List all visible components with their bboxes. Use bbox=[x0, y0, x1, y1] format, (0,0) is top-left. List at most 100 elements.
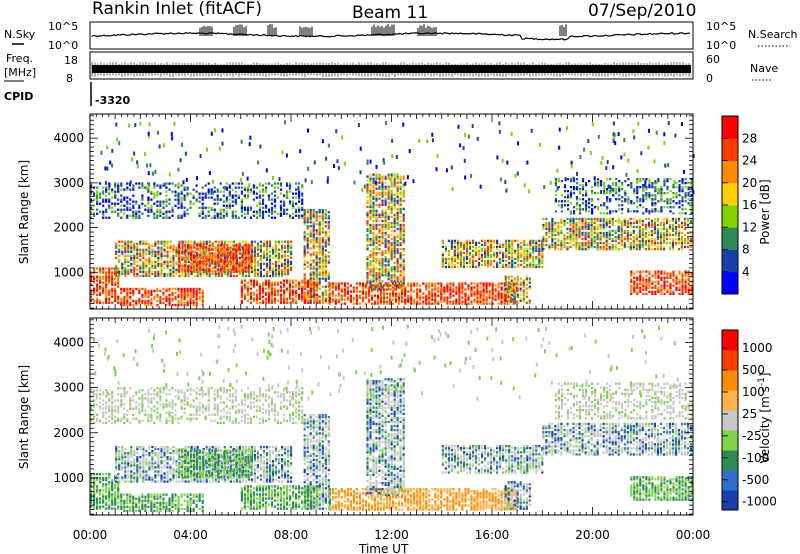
heatmap-cell bbox=[599, 245, 602, 249]
heatmap-cell bbox=[142, 268, 145, 271]
heatmap-cell bbox=[274, 242, 278, 245]
heatmap-cell bbox=[96, 279, 99, 282]
heatmap-cell bbox=[199, 252, 202, 255]
heatmap-cell bbox=[581, 231, 584, 235]
heatmap-cell bbox=[462, 257, 466, 261]
heatmap-cell bbox=[268, 260, 272, 263]
heatmap-cell bbox=[309, 239, 312, 242]
heatmap-cell bbox=[246, 212, 249, 215]
heatmap-cell bbox=[563, 190, 567, 193]
heatmap-cell bbox=[393, 185, 396, 188]
heatmap-cell bbox=[202, 256, 205, 259]
heatmap-cell bbox=[186, 186, 189, 189]
heatmap-cell bbox=[690, 274, 693, 277]
heatmap-cell bbox=[268, 256, 272, 259]
heatmap-cell bbox=[566, 196, 570, 199]
heatmap-cell bbox=[165, 295, 168, 299]
heatmap-cell bbox=[321, 237, 324, 240]
heatmap-cell bbox=[217, 246, 220, 249]
heatmap-cell bbox=[246, 186, 249, 189]
heatmap-cell bbox=[650, 223, 653, 227]
heatmap-cell bbox=[410, 300, 413, 303]
heatmap-cell bbox=[174, 184, 177, 187]
heatmap-cell bbox=[593, 227, 596, 231]
heatmap-cell bbox=[456, 243, 459, 246]
freq-panel-frame bbox=[89, 51, 694, 80]
heatmap-cell bbox=[190, 256, 193, 259]
heatmap-cell bbox=[118, 244, 121, 247]
heatmap-cell bbox=[177, 200, 180, 203]
heatmap-cell bbox=[205, 248, 208, 251]
heatmap-cell bbox=[163, 248, 166, 251]
heatmap-cell bbox=[450, 255, 453, 259]
heatmap-cell bbox=[575, 221, 578, 225]
heatmap-cell bbox=[195, 289, 198, 293]
heatmap-cell bbox=[398, 282, 401, 285]
heatmap-cell bbox=[231, 194, 234, 197]
heatmap-cell bbox=[318, 233, 321, 236]
heatmap-cell bbox=[669, 288, 672, 291]
heatmap-cell bbox=[196, 272, 199, 276]
heatmap-cell bbox=[133, 272, 136, 276]
heatmap-cell bbox=[484, 263, 487, 267]
heatmap-cell bbox=[250, 266, 253, 269]
heatmap-cell bbox=[207, 192, 210, 195]
heatmap-cell bbox=[502, 257, 505, 261]
heatmap-cell bbox=[551, 233, 554, 237]
heatmap-cell bbox=[318, 295, 321, 298]
heatmap-cell bbox=[431, 292, 434, 295]
heatmap-cell bbox=[396, 173, 399, 176]
heatmap-cell bbox=[238, 256, 241, 259]
heatmap-cell bbox=[402, 280, 405, 283]
heatmap-cell bbox=[651, 280, 654, 283]
heatmap-cell bbox=[148, 246, 151, 249]
heatmap-cell bbox=[201, 186, 204, 189]
heatmap-cell bbox=[462, 243, 466, 246]
heatmap-cell bbox=[615, 210, 618, 213]
heatmap-cell bbox=[303, 217, 306, 220]
heatmap-cell bbox=[312, 253, 315, 256]
heatmap-cell bbox=[608, 248, 611, 251]
heatmap-cell bbox=[447, 263, 450, 267]
heatmap-cell bbox=[493, 245, 496, 248]
heatmap-cell bbox=[659, 235, 662, 239]
heatmap-cell bbox=[473, 292, 476, 295]
heatmap-cell bbox=[532, 247, 535, 250]
heatmap-cell bbox=[151, 248, 154, 251]
heatmap-cell bbox=[672, 280, 675, 283]
heatmap-cell bbox=[273, 194, 277, 197]
heatmap-cell bbox=[99, 210, 102, 213]
heatmap-cell bbox=[207, 182, 210, 185]
heatmap-cell bbox=[286, 192, 289, 195]
heatmap-cell bbox=[393, 197, 396, 200]
heatmap-cell bbox=[90, 188, 93, 191]
heatmap-cell bbox=[90, 192, 93, 195]
heatmap-cell bbox=[309, 265, 312, 268]
heatmap-cell bbox=[183, 287, 186, 291]
heatmap-cell bbox=[303, 259, 306, 262]
heatmap-cell bbox=[238, 262, 241, 265]
heatmap-cell bbox=[375, 252, 378, 255]
heatmap-cell bbox=[105, 297, 108, 300]
heatmap-cell bbox=[241, 260, 244, 263]
heatmap-cell bbox=[375, 260, 378, 263]
heatmap-cell bbox=[390, 229, 393, 233]
heatmap-cell bbox=[232, 248, 235, 251]
heatmap-cell bbox=[166, 256, 169, 259]
heatmap-cell bbox=[177, 186, 180, 189]
heatmap-cell bbox=[370, 284, 374, 287]
heatmap-cell bbox=[184, 240, 187, 243]
heatmap-cell bbox=[425, 300, 428, 303]
heatmap-cell bbox=[511, 259, 514, 263]
heatmap-cell bbox=[671, 219, 675, 223]
heatmap-cell bbox=[309, 291, 312, 294]
heatmap-cell bbox=[372, 209, 375, 212]
heatmap-cell bbox=[171, 297, 174, 301]
heatmap-cell bbox=[127, 240, 130, 243]
heatmap-cell bbox=[301, 214, 304, 217]
heatmap-cell bbox=[147, 289, 150, 293]
heatmap-cell bbox=[660, 272, 663, 275]
heatmap-cell bbox=[599, 219, 602, 223]
heatmap-cell bbox=[369, 177, 372, 180]
heatmap-cell bbox=[324, 209, 327, 212]
